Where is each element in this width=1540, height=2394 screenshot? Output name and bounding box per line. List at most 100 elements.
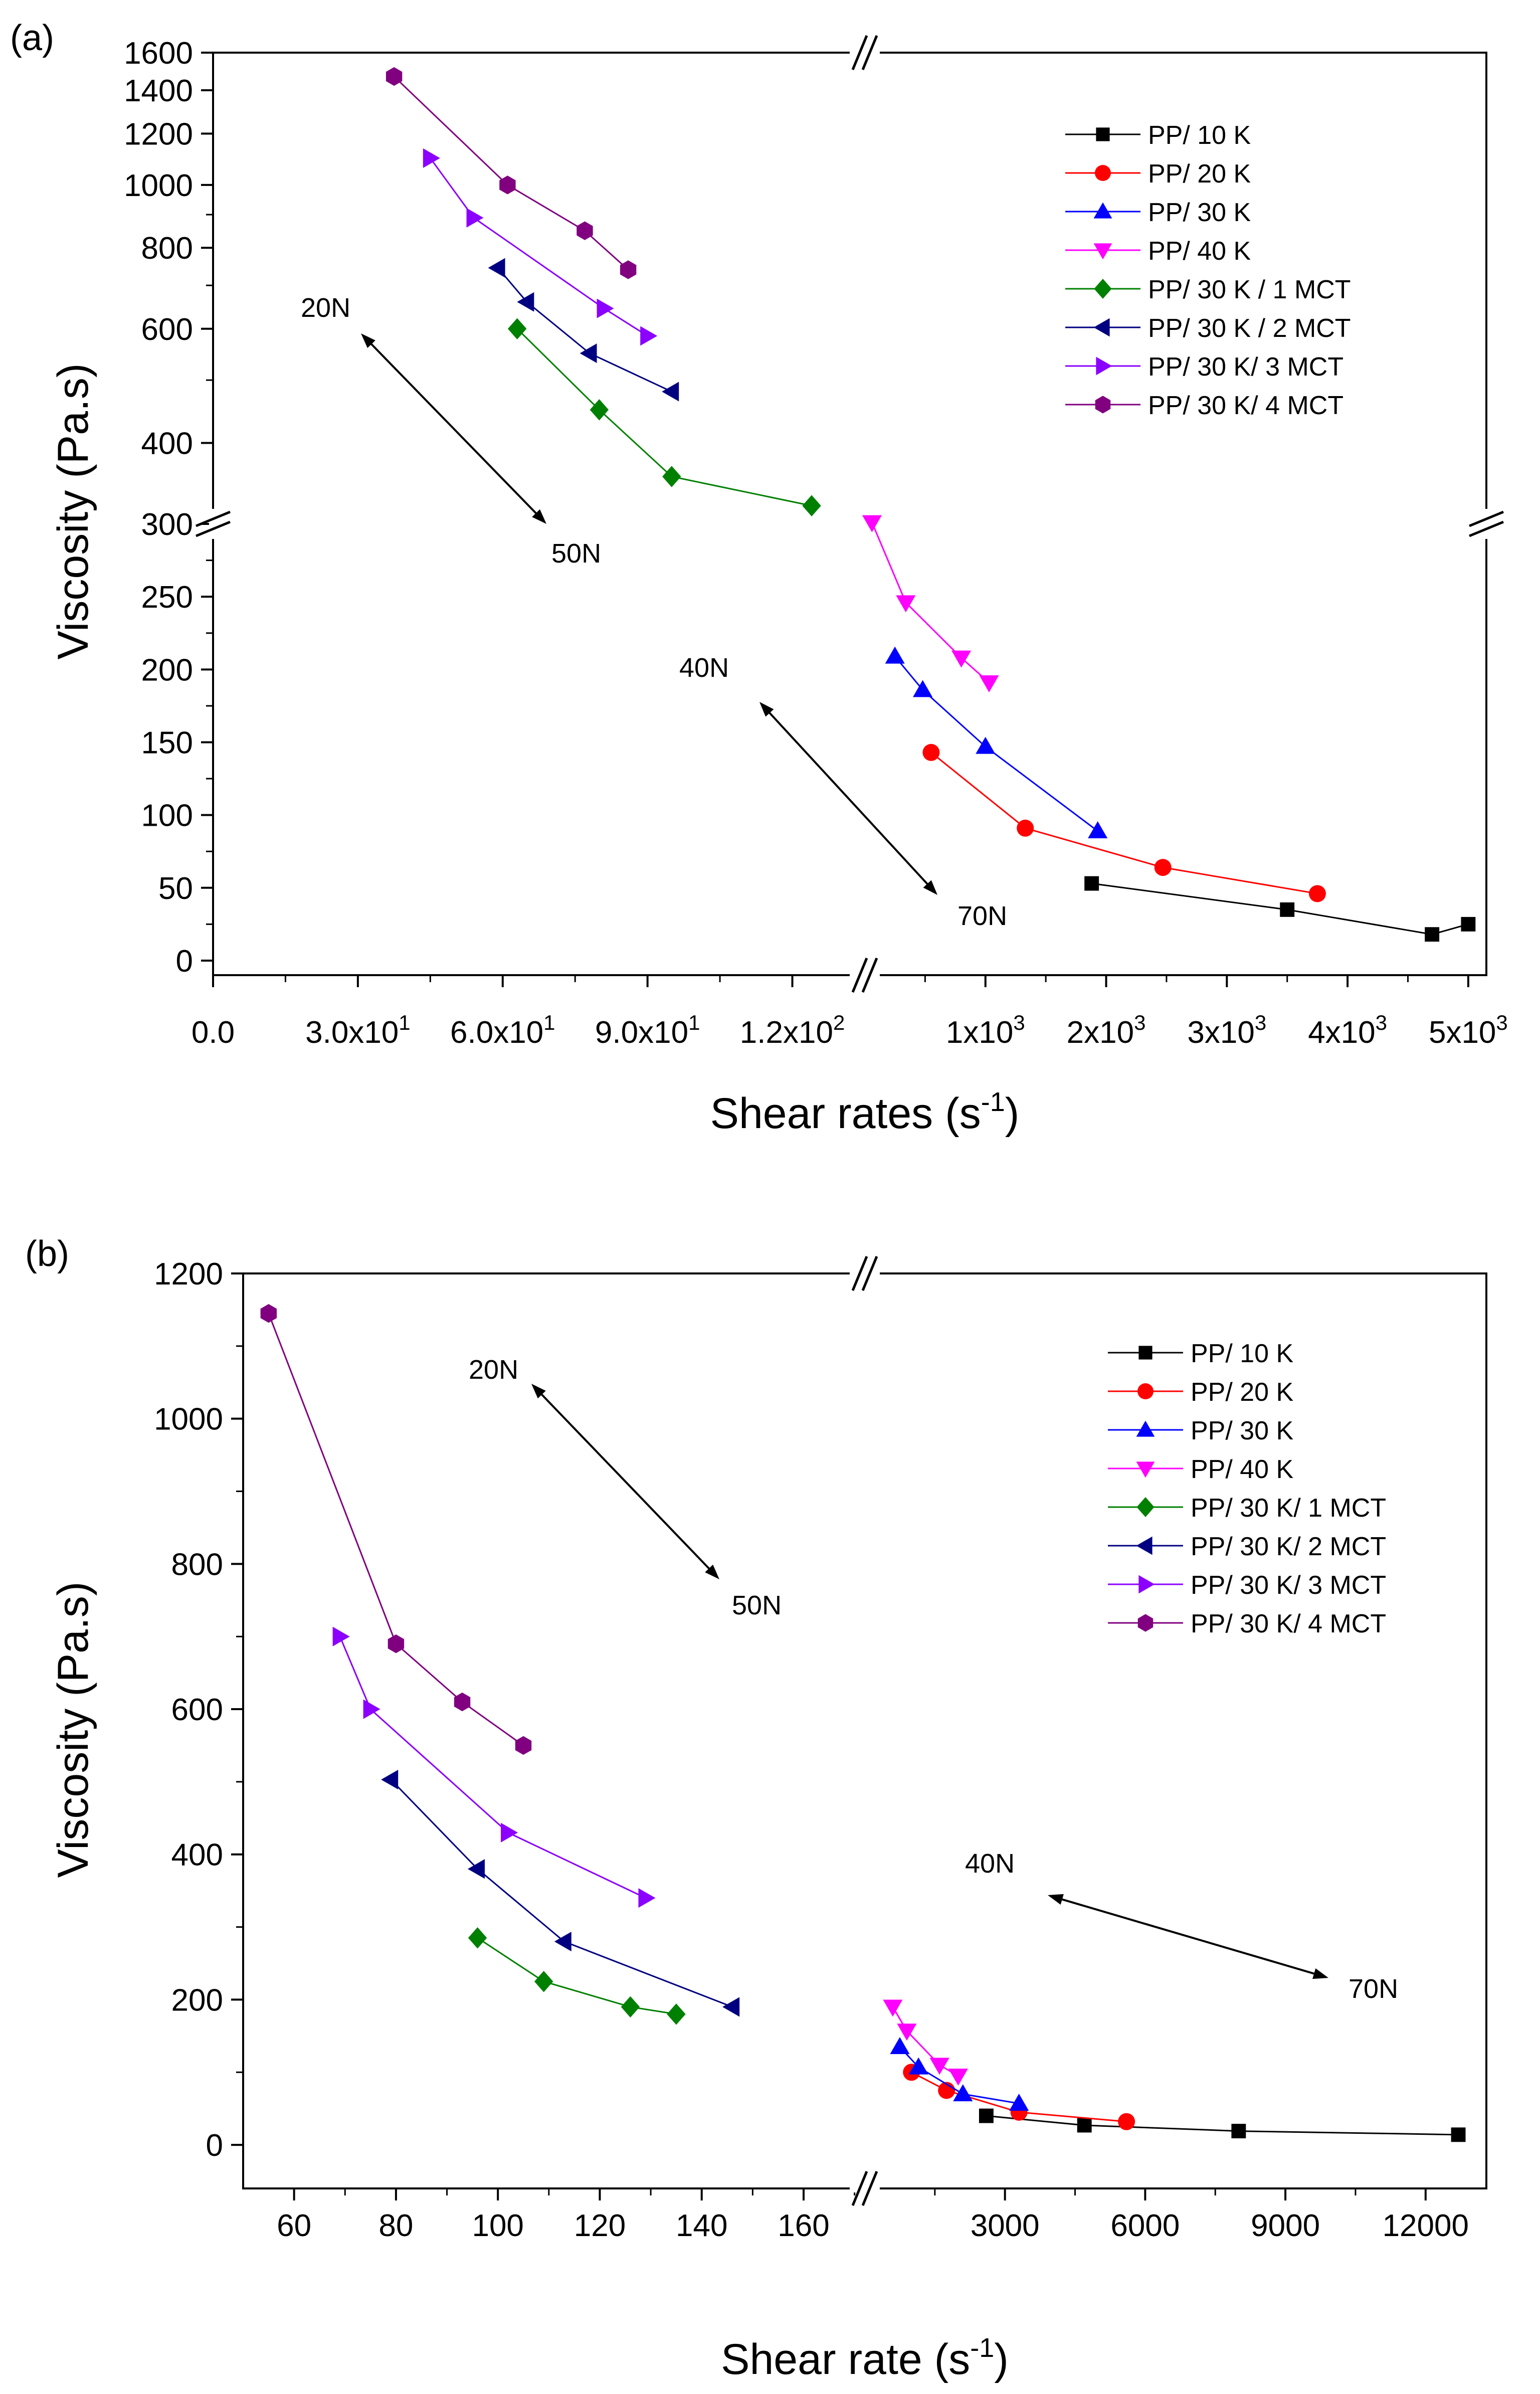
panel-a-data-point (466, 208, 484, 228)
panel-b-legend-item: PP/ 30 K (1108, 1416, 1294, 1445)
panel-b-data-point (501, 1822, 518, 1843)
panel-b-legend-label: PP/ 30 K/ 2 MCT (1191, 1532, 1386, 1561)
panel-a-data-point (885, 646, 905, 664)
panel-a-series-pp-30-k-3-mct (423, 148, 658, 346)
panel-b-data-point (332, 1626, 350, 1646)
panel-b-legend-item: PP/ 30 K/ 1 MCT (1108, 1494, 1386, 1523)
panel-b-data-point (908, 2057, 928, 2075)
panel-b-series (260, 1304, 1466, 2142)
panel-b-series-line (477, 1937, 677, 2015)
panel-a-legend-marker (1096, 356, 1112, 376)
panel-b-data-point (468, 1927, 487, 1949)
panel-a-x-tick-label: 5x103 (1429, 1011, 1508, 1050)
panel-a-data-point (507, 318, 527, 340)
panel-b-data-point (948, 2069, 969, 2086)
panel-b-series-line (899, 2046, 1019, 2105)
panel-a-legend-marker (1095, 165, 1111, 181)
panel-a-legend-item: PP/ 30 K / 1 MCT (1065, 275, 1351, 304)
panel-a-data-point (640, 326, 658, 346)
panel-a-data-point (1425, 927, 1440, 942)
panel-a-y-tick-label: 1600 (124, 36, 193, 71)
panel-a-y-tick-label: 150 (141, 725, 193, 760)
panel-a-y-tick-label: 1000 (124, 168, 193, 203)
panel-a-data-point (620, 260, 637, 279)
panel-b-legend-item: PP/ 20 K (1108, 1378, 1294, 1407)
panel-b-x-break-top (850, 1256, 880, 1291)
panel-a-data-point (979, 675, 999, 693)
panel-a-x-break-top (850, 35, 880, 70)
panel-b-data-point (467, 1859, 485, 1879)
panel-a-series (386, 67, 1476, 942)
panel-a-legend-label: PP/ 10 K (1148, 121, 1251, 150)
panel-a-data-point (913, 680, 933, 697)
panel-b-data-point (454, 1692, 471, 1712)
panel-a-data-point (802, 495, 821, 517)
panel-b-x-tick-label: 160 (778, 2208, 829, 2243)
panel-a-chart: (a) 0.0 3.0x101 6.0x101 9.0x101 1.2x102 1x103… (10, 18, 1508, 1138)
panel-b-y-tick-label: 800 (171, 1547, 223, 1582)
panel-a-annotations: 20N 50N 40N 70N (301, 293, 1007, 931)
panel-b-legend-item: PP/ 30 K/ 4 MCT (1108, 1609, 1386, 1638)
panel-a-data-point (662, 466, 681, 487)
panel-b-data-point (979, 2108, 994, 2123)
panel-b-y-tick-label: 400 (171, 1838, 223, 1873)
panel-a-y-tick-label: 200 (141, 653, 193, 687)
panel-a-data-point (896, 595, 916, 613)
panel-a-legend-marker (1094, 279, 1112, 299)
panel-a-legend-marker (1093, 318, 1110, 337)
panel-b-series-pp-30-k-4-mct (260, 1304, 532, 1755)
panel-b-x-tick-label: 9000 (1251, 2208, 1320, 2243)
panel-a-series-pp-10-k (1084, 876, 1476, 942)
panel-b-series-pp-30-k-1-mct (468, 1927, 686, 2025)
panel-b-legend-item: PP/ 30 K/ 2 MCT (1108, 1532, 1386, 1561)
panel-b-x-tick-label: 12000 (1383, 2208, 1469, 2243)
panel-a-data-point (1308, 885, 1326, 902)
panel-b-data-point (381, 1769, 399, 1790)
panel-a-data-point (1088, 821, 1108, 839)
panel-a-x-tick-label: 0.0 (191, 1015, 235, 1050)
panel-b-series-line (390, 1779, 733, 2008)
panel-b-label: (b) (25, 1234, 69, 1274)
panel-a-x-tick-label: 2x103 (1067, 1011, 1146, 1050)
panel-a-series-line (871, 522, 990, 683)
panel-b-data-point (722, 1997, 740, 2017)
panel-b-data-point (890, 2037, 910, 2055)
panel-a-y-tick-label: 300 (141, 507, 193, 542)
panel-a-y-tick-label: 50 (158, 871, 193, 906)
panel-b-series-pp-30-k (890, 2037, 1029, 2111)
panel-a-data-point (597, 298, 614, 318)
panel-b-y-tick-label: 200 (171, 1983, 223, 2017)
panel-b-x-tick-label: 6000 (1110, 2208, 1180, 2243)
panel-a-data-point (423, 148, 440, 168)
panel-a-data-point (386, 67, 403, 86)
panel-a-y-tick-label: 800 (141, 231, 193, 266)
panel-a-annotation-40n: 40N (679, 653, 729, 683)
panel-a-legend-marker (1093, 202, 1112, 219)
panel-b-legend-label: PP/ 30 K/ 3 MCT (1191, 1571, 1386, 1600)
panel-b-x-tick-label: 3000 (971, 2208, 1040, 2243)
panel-b-axes: 60 80 100 120 140 160 3000 6000 9000 12000 0 200 400… (154, 1256, 1487, 2243)
panel-a-y-tick-label: 600 (141, 312, 193, 347)
panel-a-y-tick-label: 250 (141, 580, 193, 615)
panel-b-y-tick-label: 600 (171, 1693, 223, 1727)
panel-a-series-line (497, 267, 672, 393)
panel-b-legend-label: PP/ 30 K/ 4 MCT (1191, 1609, 1386, 1638)
panel-a-data-point (590, 399, 609, 421)
panel-b-legend-item: PP/ 40 K (1108, 1455, 1294, 1484)
panel-b-legend-marker (1138, 1346, 1152, 1360)
panel-a-annotation-20n: 20N (301, 293, 350, 323)
panel-a-x-break-bottom (850, 958, 880, 993)
panel-b-arrow-20n-50n-line (539, 1392, 712, 1571)
panel-b-series-line (986, 2115, 1459, 2136)
panel-a-data-point (1017, 819, 1034, 837)
panel-b-data-point (534, 1970, 553, 1992)
panel-b-chart: (b) 60 80 100 120 140 160 3000 6000 9000 12000 0 20… (25, 1234, 1487, 2383)
panel-b-data-point (1077, 2118, 1092, 2133)
panel-a-x-axis-title: Shear rates (s-1) (710, 1087, 1020, 1138)
panel-b-series-pp-30-k-2-mct (381, 1769, 740, 2017)
panel-b-arrow-40n-70n-line (1059, 1898, 1317, 1975)
panel-b-x-tick-label: 120 (574, 2208, 626, 2243)
panel-a-legend-marker (1096, 127, 1110, 141)
panel-b-legend-label: PP/ 40 K (1191, 1455, 1294, 1484)
panel-a-data-point (1154, 859, 1172, 876)
